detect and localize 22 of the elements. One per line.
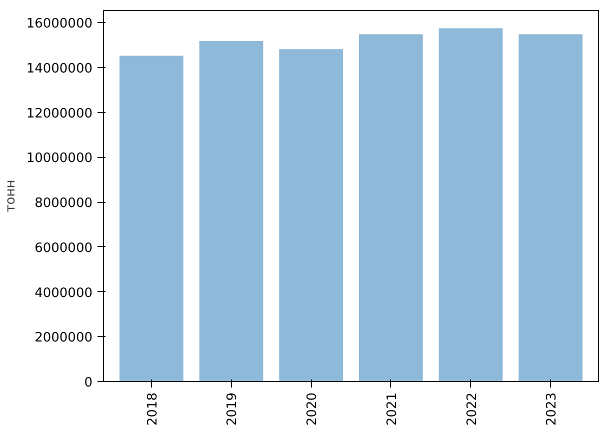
y-tick-label: 12000000 xyxy=(26,106,93,122)
y-tick-label: 0 xyxy=(84,376,93,390)
x-tick-label: 2022 xyxy=(464,392,480,426)
y-tick-label: 8000000 xyxy=(34,196,93,212)
y-tick-label: 16000000 xyxy=(26,16,93,32)
bar xyxy=(358,34,423,382)
y-tick-label: 2000000 xyxy=(34,330,93,346)
x-tick-label: 2021 xyxy=(384,392,400,426)
x-tick-label: 2020 xyxy=(305,392,320,426)
y-tick-label: 14000000 xyxy=(26,61,93,76)
y-tick-label: 10000000 xyxy=(26,151,93,166)
x-tick-label: 2023 xyxy=(544,392,560,426)
bar xyxy=(518,34,583,382)
y-tick-label: 4000000 xyxy=(34,286,93,301)
bar xyxy=(199,41,264,382)
x-tick-label: 2018 xyxy=(145,392,160,426)
y-axis-title: тонн xyxy=(3,180,18,212)
bar xyxy=(438,28,503,382)
bar xyxy=(279,49,344,382)
y-tick-label: 6000000 xyxy=(34,240,93,256)
x-tick-label: 2019 xyxy=(225,392,240,426)
bar xyxy=(119,56,184,382)
